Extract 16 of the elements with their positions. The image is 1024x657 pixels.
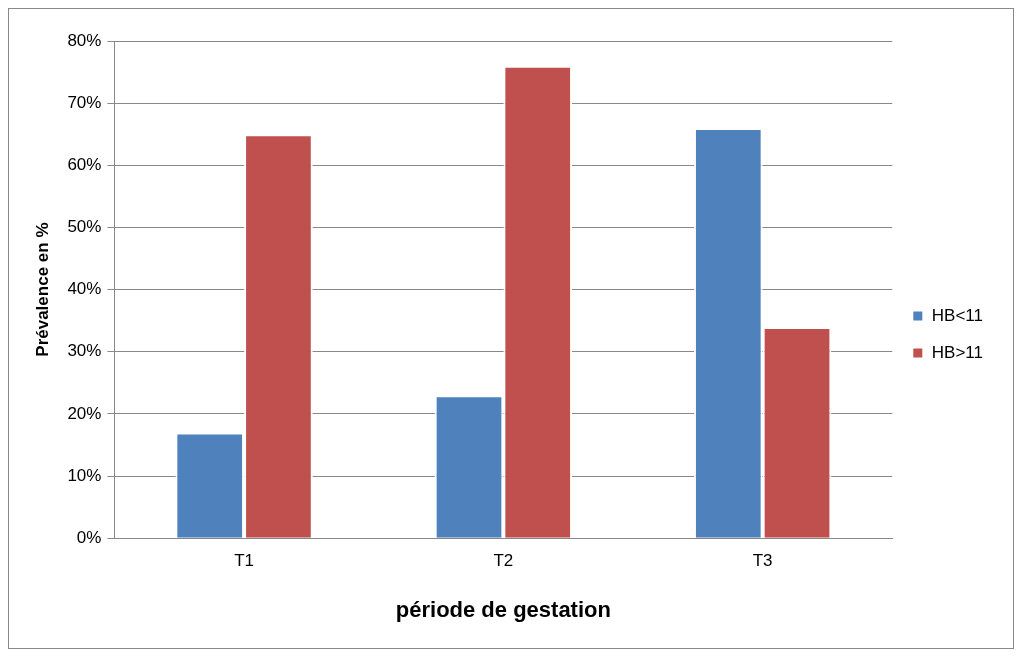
x-tick-label: T2 — [493, 551, 514, 571]
y-tick-label: 10% — [67, 465, 102, 485]
y-tick-label: 80% — [67, 30, 102, 50]
x-axis-title: période de gestation — [395, 596, 611, 622]
y-tick-label: 50% — [67, 217, 102, 237]
y-tick-label: 30% — [67, 341, 102, 361]
x-tick-label: T3 — [752, 551, 773, 571]
x-tick-label: T1 — [234, 551, 254, 571]
y-tick-label: 20% — [67, 403, 102, 423]
y-axis-title: Prévalence en % — [32, 222, 52, 357]
legend-label: HB>11 — [931, 342, 984, 362]
y-tick-label: 0% — [76, 527, 102, 547]
y-tick-label: 40% — [67, 279, 102, 299]
y-tick-label: 60% — [67, 154, 102, 174]
legend-label: HB<11 — [931, 305, 984, 325]
y-tick-label: 70% — [67, 92, 102, 112]
